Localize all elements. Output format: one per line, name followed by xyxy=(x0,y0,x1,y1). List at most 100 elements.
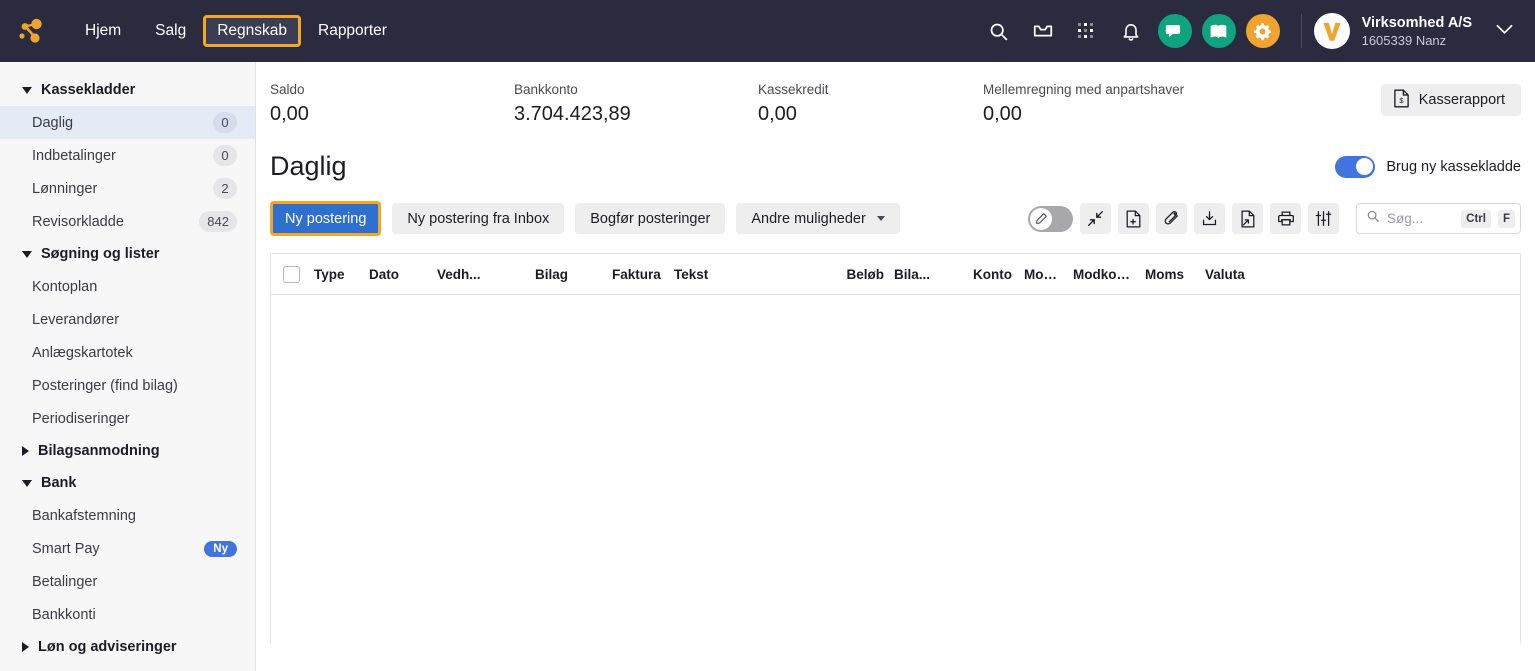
svg-text:$: $ xyxy=(1399,96,1404,105)
column-header-faktura[interactable]: Faktura xyxy=(612,266,661,282)
collapse-arrows-icon[interactable] xyxy=(1080,203,1111,234)
stat-kassekredit: Kassekredit 0,00 xyxy=(758,80,983,129)
toggle-label: Brug ny kassekladde xyxy=(1386,158,1521,175)
column-header-type[interactable]: Type xyxy=(314,266,345,282)
export-document-icon[interactable] xyxy=(1232,203,1263,234)
inbox-icon[interactable] xyxy=(1021,9,1065,53)
sidebar-item-anlaegskartotek[interactable]: Anlægskartotek xyxy=(0,336,255,369)
sidebar-item-lonninger[interactable]: Lønninger 2 xyxy=(0,172,255,205)
column-header-belob[interactable]: Beløb xyxy=(846,266,884,282)
sidebar-item-label: Daglig xyxy=(32,114,74,131)
sidebar-item-bankkonti[interactable]: Bankkonti xyxy=(0,598,255,631)
visma-v-avatar xyxy=(1313,13,1350,49)
sidebar-item-count: 0 xyxy=(213,145,237,166)
chat-icon[interactable] xyxy=(1157,14,1192,48)
bogfor-posteringer-button[interactable]: Bogfør posteringer xyxy=(575,203,726,234)
sidebar: Kassekladder Daglig 0 Indbetalinger 0 Lø… xyxy=(0,62,256,671)
nav-link-regnskab[interactable]: Regnskab xyxy=(203,15,301,47)
import-download-icon[interactable] xyxy=(1194,203,1225,234)
sidebar-item-count: 0 xyxy=(213,112,237,133)
sidebar-item-periodiseringer[interactable]: Periodiseringer xyxy=(0,402,255,435)
print-icon[interactable] xyxy=(1270,203,1301,234)
andre-muligheder-button[interactable]: Andre muligheder xyxy=(736,203,900,234)
sidebar-item-leverandorer[interactable]: Leverandører xyxy=(0,303,255,336)
column-header-konto[interactable]: Konto xyxy=(973,266,1012,282)
stat-bankkonto: Bankkonto 3.704.423,89 xyxy=(514,80,758,129)
book-icon[interactable] xyxy=(1201,14,1236,48)
column-header-vedh[interactable]: Vedh... xyxy=(437,266,481,282)
column-header-modkonto[interactable]: Modkonto xyxy=(1073,266,1133,282)
apps-grid-icon[interactable] xyxy=(1065,9,1109,53)
stat-value: 0,00 xyxy=(983,103,1022,125)
sidebar-item-posteringer[interactable]: Posteringer (find bilag) xyxy=(0,369,255,402)
shortcut-key-ctrl: Ctrl xyxy=(1461,209,1491,228)
toggle-knob xyxy=(1355,158,1373,175)
column-header-valuta[interactable]: Valuta xyxy=(1205,266,1245,282)
summary-stats: Saldo 0,00 Bankkonto 3.704.423,89 Kassek… xyxy=(270,80,1521,129)
sidebar-item-label: Leverandører xyxy=(32,311,120,328)
account-menu[interactable]: Virksomhed A/S 1605339 Nanz xyxy=(1313,13,1519,49)
edit-mode-toggle[interactable] xyxy=(1028,205,1073,232)
column-header-moms-1[interactable]: Moms xyxy=(1024,266,1061,282)
sidebar-item-label: Revisorkladde xyxy=(32,213,124,230)
kasserapport-label: Kasserapport xyxy=(1418,92,1505,108)
toggle-switch[interactable] xyxy=(1335,155,1376,178)
chevron-down-icon[interactable] xyxy=(1496,22,1513,40)
page-title: Daglig xyxy=(270,151,347,181)
page-body: Kassekladder Daglig 0 Indbetalinger 0 Lø… xyxy=(0,62,1535,671)
column-header-bilagsart[interactable]: Bila... xyxy=(894,266,931,282)
report-document-icon: $ xyxy=(1393,89,1410,112)
sidebar-group-kassekladder[interactable]: Kassekladder xyxy=(0,74,255,106)
account-sub: 1605339 Nanz xyxy=(1361,32,1447,48)
action-toolbar: Ny postering Ny postering fra Inbox Bogf… xyxy=(270,201,1521,236)
sidebar-item-daglig[interactable]: Daglig 0 xyxy=(0,106,255,139)
table-body-empty xyxy=(271,295,1520,643)
stat-label: Mellemregning med anpartshaver xyxy=(983,82,1185,97)
bell-icon[interactable] xyxy=(1109,9,1153,53)
search-box[interactable]: Ctrl F xyxy=(1356,203,1521,234)
column-header-moms-2[interactable]: Moms xyxy=(1145,266,1185,282)
attach-paperclip-icon[interactable] xyxy=(1156,203,1187,234)
sidebar-group-bilagsanmodning[interactable]: Bilagsanmodning xyxy=(0,435,255,467)
sidebar-group-label: Bank xyxy=(41,475,77,491)
nav-divider xyxy=(1300,14,1302,48)
nav-link-salg[interactable]: Salg xyxy=(155,22,187,39)
sidebar-item-betalinger[interactable]: Betalinger xyxy=(0,565,255,598)
kasserapport-button[interactable]: $ Kasserapport xyxy=(1380,84,1521,116)
sidebar-group-sogning-og-lister[interactable]: Søgning og lister xyxy=(0,238,255,270)
sidebar-item-label: Anlægskartotek xyxy=(32,344,133,361)
ny-postering-button[interactable]: Ny postering xyxy=(270,201,382,236)
search-input[interactable] xyxy=(1387,211,1455,226)
nav-link-rapporter[interactable]: Rapporter xyxy=(318,22,387,39)
sidebar-item-bankafstemning[interactable]: Bankafstemning xyxy=(0,499,255,532)
new-document-icon[interactable] xyxy=(1118,203,1149,234)
sidebar-group-lon-og-adviseringer[interactable]: Løn og adviseringer xyxy=(0,631,255,663)
nav-link-hjem[interactable]: Hjem xyxy=(85,22,122,39)
chevron-right-icon xyxy=(22,642,29,652)
chevron-down-icon xyxy=(22,86,32,94)
sidebar-item-label: Indbetalinger xyxy=(32,147,116,164)
sidebar-item-label: Smart Pay xyxy=(32,540,100,557)
search-icon[interactable] xyxy=(977,9,1021,53)
column-header-dato[interactable]: Dato xyxy=(369,266,399,282)
select-all-checkbox[interactable] xyxy=(283,265,300,283)
brug-ny-kassekladde-toggle[interactable]: Brug ny kassekladde xyxy=(1335,155,1521,178)
sidebar-item-revisorkladde[interactable]: Revisorkladde 842 xyxy=(0,205,255,238)
column-header-bilag[interactable]: Bilag xyxy=(535,266,569,282)
visma-logo[interactable] xyxy=(14,13,50,49)
sidebar-group-bank[interactable]: Bank xyxy=(0,467,255,499)
settings-sliders-icon[interactable] xyxy=(1308,203,1339,234)
gear-icon[interactable] xyxy=(1245,14,1280,48)
stat-value: 3.704.423,89 xyxy=(514,103,631,125)
top-navigation-bar: Hjem Salg Regnskab Rapporter xyxy=(0,0,1535,62)
ny-postering-fra-inbox-button[interactable]: Ny postering fra Inbox xyxy=(392,203,565,234)
stat-label: Kassekredit xyxy=(758,82,829,97)
sidebar-item-kontoplan[interactable]: Kontoplan xyxy=(0,270,255,303)
status-badge-ny: Ny xyxy=(204,540,237,557)
sidebar-item-indbetalinger[interactable]: Indbetalinger 0 xyxy=(0,139,255,172)
sidebar-group-label: Kassekladder xyxy=(41,82,136,98)
column-header-tekst[interactable]: Tekst xyxy=(674,266,709,282)
sidebar-group-label: Løn og adviseringer xyxy=(38,639,177,655)
sidebar-item-smart-pay[interactable]: Smart Pay Ny xyxy=(0,532,255,565)
top-nav-right-cluster: Virksomhed A/S 1605339 Nanz xyxy=(977,9,1519,53)
